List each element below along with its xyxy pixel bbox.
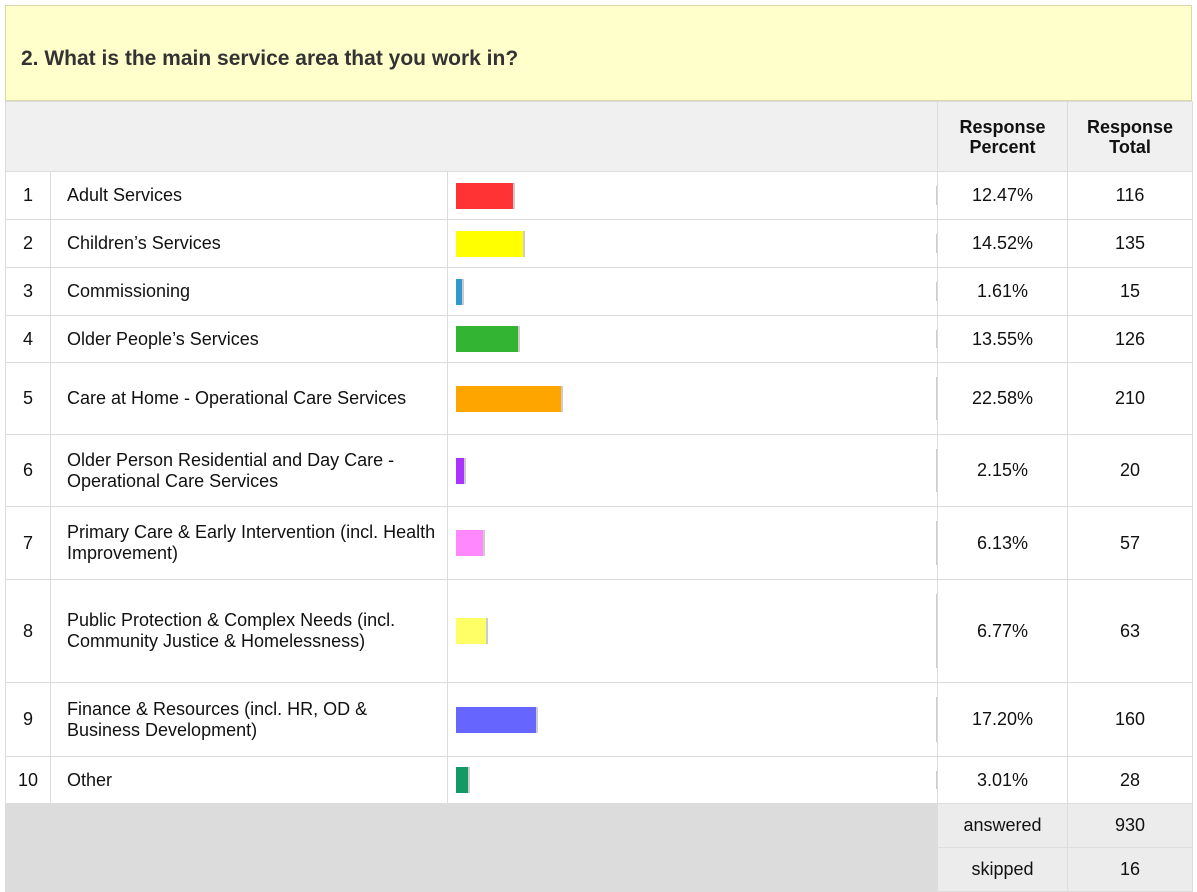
response-percent: 6.77% — [937, 579, 1069, 683]
bar — [456, 278, 464, 305]
row-label: Older People’s Services — [50, 315, 448, 363]
row-number: 7 — [5, 506, 51, 580]
bar — [456, 326, 521, 352]
survey-question: 2. What is the main service area that yo… — [4, 5, 1194, 892]
row-label: Adult Services — [50, 171, 448, 220]
row-number: 4 — [5, 315, 51, 363]
response-total: 20 — [1067, 434, 1194, 507]
response-row: 7 Primary Care & Early Intervention (incl… — [5, 506, 1194, 580]
percent-header: Response Percent — [937, 101, 1069, 172]
row-label: Public Protection & Complex Needs (incl.… — [50, 579, 448, 683]
separator — [936, 697, 938, 742]
response-total: 135 — [1067, 219, 1194, 268]
bar — [456, 457, 467, 484]
bar-cell — [446, 267, 939, 316]
separator — [936, 282, 938, 301]
bar — [456, 230, 525, 257]
response-percent: 6.13% — [937, 506, 1069, 580]
response-row: 5 Care at Home - Operational Care Service… — [5, 362, 1194, 435]
bar-cell — [446, 362, 939, 435]
response-row: 9 Finance & Resources (incl. HR, OD & Bus… — [5, 682, 1194, 757]
bar-cell — [446, 219, 939, 268]
bar-cell — [446, 506, 939, 580]
separator — [936, 594, 938, 668]
response-total: 116 — [1067, 171, 1194, 220]
response-total: 28 — [1067, 756, 1194, 804]
total-header: Response Total — [1067, 101, 1194, 172]
summary-label: answered — [937, 803, 1069, 848]
separator — [936, 234, 938, 253]
bar — [456, 618, 489, 644]
response-percent: 1.61% — [937, 267, 1069, 316]
response-total: 160 — [1067, 682, 1194, 757]
header-blank — [4, 101, 939, 172]
separator — [936, 377, 938, 420]
bar — [456, 767, 471, 793]
row-label: Other — [50, 756, 448, 804]
response-row: 10 Other 3.01% 28 — [5, 756, 1194, 804]
row-label: Children’s Services — [50, 219, 448, 268]
response-total: 57 — [1067, 506, 1194, 580]
response-row: 2 Children’s Services 14.52% 135 — [5, 219, 1194, 268]
separator — [936, 186, 938, 205]
separator — [936, 449, 938, 492]
bar-cell — [446, 315, 939, 363]
response-total: 63 — [1067, 579, 1194, 683]
summary-label: skipped — [937, 847, 1069, 892]
row-label: Finance & Resources (incl. HR, OD & Busi… — [50, 682, 448, 757]
response-row: 3 Commissioning 1.61% 15 — [5, 267, 1194, 316]
row-number: 2 — [5, 219, 51, 268]
response-row: 1 Adult Services 12.47% 116 — [5, 171, 1194, 220]
bar — [456, 706, 538, 733]
separator — [936, 330, 938, 348]
results-table: Response Percent Response Total 1 Adult S… — [4, 101, 1194, 892]
question-title: 2. What is the main service area that yo… — [5, 5, 1192, 101]
response-percent: 2.15% — [937, 434, 1069, 507]
bar — [456, 385, 564, 412]
response-row: 4 Older People’s Services 13.55% 126 — [5, 315, 1194, 363]
summary-blank — [4, 803, 939, 892]
response-percent: 13.55% — [937, 315, 1069, 363]
response-row: 6 Older Person Residential and Day Care -… — [5, 434, 1194, 507]
row-number: 3 — [5, 267, 51, 316]
separator — [936, 771, 938, 789]
bar-cell — [446, 579, 939, 683]
row-label: Older Person Residential and Day Care - … — [50, 434, 448, 507]
response-row: 8 Public Protection & Complex Needs (incl… — [5, 579, 1194, 683]
bar-cell — [446, 682, 939, 757]
bar-cell — [446, 171, 939, 220]
summary-value: 16 — [1067, 847, 1194, 892]
response-percent: 12.47% — [937, 171, 1069, 220]
row-number: 9 — [5, 682, 51, 757]
response-total: 126 — [1067, 315, 1194, 363]
bar — [456, 182, 516, 209]
response-total: 210 — [1067, 362, 1194, 435]
separator — [936, 521, 938, 565]
row-number: 8 — [5, 579, 51, 683]
row-label: Commissioning — [50, 267, 448, 316]
row-number: 1 — [5, 171, 51, 220]
response-percent: 22.58% — [937, 362, 1069, 435]
header-row: Response Percent Response Total — [4, 101, 1194, 172]
response-percent: 14.52% — [937, 219, 1069, 268]
row-label: Primary Care & Early Intervention (incl.… — [50, 506, 448, 580]
row-label: Care at Home - Operational Care Services — [50, 362, 448, 435]
summary-row: answered 930 — [4, 803, 1194, 892]
row-number: 5 — [5, 362, 51, 435]
response-percent: 17.20% — [937, 682, 1069, 757]
table-body: Response Percent Response Total 1 Adult S… — [4, 101, 1194, 892]
row-number: 6 — [5, 434, 51, 507]
row-number: 10 — [5, 756, 51, 804]
response-total: 15 — [1067, 267, 1194, 316]
response-percent: 3.01% — [937, 756, 1069, 804]
bar-cell — [446, 756, 939, 804]
summary-value: 930 — [1067, 803, 1194, 848]
summary-row: skipped 16 — [6, 847, 1194, 892]
bar-cell — [446, 434, 939, 507]
bar — [456, 530, 486, 556]
